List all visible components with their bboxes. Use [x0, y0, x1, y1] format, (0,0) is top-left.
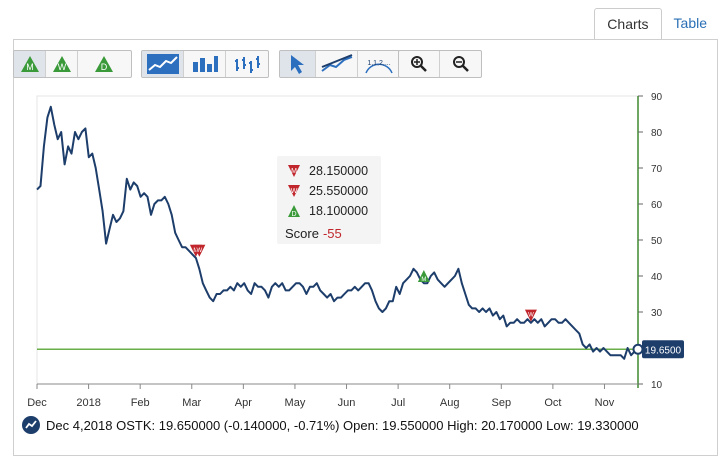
- x-tick-label: Sep: [492, 397, 512, 409]
- zoom-group: [398, 50, 482, 78]
- x-tick-label: Apr: [235, 397, 252, 409]
- y-tick-label: 50: [651, 236, 663, 247]
- tooltip-monthly-sell: M 28.150000: [287, 162, 368, 180]
- signal-weekly-sell-icon: [524, 309, 537, 322]
- score-label: Score: [285, 226, 319, 241]
- signal-letter: W: [528, 313, 534, 319]
- price-line: [36, 105, 639, 360]
- signal-weekly-sell-icon: [193, 244, 206, 257]
- score-value: -55: [322, 226, 342, 241]
- ohlc-chart-icon[interactable]: [226, 51, 268, 77]
- svg-text:W: W: [57, 62, 66, 72]
- signal-letter: M: [421, 277, 426, 283]
- x-tick-label: Jun: [338, 397, 356, 409]
- x-tick-label: Oct: [544, 397, 561, 409]
- svg-text:M: M: [26, 62, 34, 72]
- zoom-out-icon[interactable]: [440, 51, 481, 77]
- tab-charts[interactable]: Charts: [594, 8, 662, 40]
- svg-text:W: W: [291, 188, 298, 195]
- last-price-badge: [642, 340, 684, 359]
- x-tick-label: Nov: [595, 397, 615, 409]
- pointer-icon[interactable]: [280, 51, 316, 77]
- signal-tooltip: M 28.150000 W 25.550000 D 18.100000 Scor…: [277, 156, 381, 244]
- x-tick-label: 2018: [76, 397, 100, 409]
- tab-table[interactable]: Table: [673, 15, 707, 31]
- last-price-marker: [632, 343, 644, 355]
- view-tabs: Charts Table: [594, 8, 719, 40]
- y-tick-label: 80: [651, 128, 663, 139]
- chart-panel: [13, 39, 718, 456]
- x-tick-label: May: [285, 397, 306, 409]
- tooltip-daily-buy: D 18.100000: [287, 202, 368, 220]
- svg-text:D: D: [100, 62, 107, 72]
- tooltip-weekly-sell: W 25.550000: [287, 182, 368, 200]
- daily-buy-icon: D: [288, 205, 300, 218]
- monthly-sell-icon: M: [288, 165, 300, 177]
- x-tick-label: Mar: [182, 397, 201, 409]
- trendline-icon[interactable]: [316, 51, 358, 77]
- drawing-tools-group: 1,1,2,...: [279, 50, 400, 78]
- signal-monthly-buy-icon: [417, 270, 430, 282]
- quote-footer: Dec 4,2018 OSTK: 19.650000 (-0.140000, -…: [22, 414, 639, 436]
- signal-letter: M: [193, 248, 198, 254]
- price-chart[interactable]: 102030405060708090Dec2018FebMarAprMayJun…: [0, 0, 719, 410]
- weekly-signal-icon[interactable]: W: [46, 51, 78, 77]
- x-tick-label: Aug: [440, 397, 460, 409]
- x-tick-label: Dec: [27, 397, 47, 409]
- score: Score -55: [285, 226, 342, 241]
- svg-text:1,1,2,...: 1,1,2,...: [367, 60, 390, 67]
- y-tick-label: 10: [651, 380, 663, 391]
- tooltip-value: 28.150000: [309, 164, 369, 178]
- y-tick-label: 90: [651, 92, 663, 103]
- last-price-label: 19.6500: [645, 345, 682, 356]
- weekly-sell-icon: W: [288, 185, 300, 197]
- zoom-in-icon[interactable]: [399, 51, 440, 77]
- x-tick-label: Feb: [131, 397, 150, 409]
- y-tick-label: 30: [651, 308, 663, 319]
- tooltip-value: 18.100000: [309, 204, 369, 218]
- line-chart-icon[interactable]: [142, 51, 184, 77]
- chart-style-group: [141, 50, 269, 78]
- bar-chart-icon[interactable]: [184, 51, 226, 77]
- fibonacci-icon[interactable]: 1,1,2,...: [358, 51, 399, 77]
- svg-text:M: M: [291, 168, 297, 175]
- tooltip-value: 25.550000: [309, 184, 369, 198]
- y-tick-label: 70: [651, 164, 663, 175]
- quote-text: Dec 4,2018 OSTK: 19.650000 (-0.140000, -…: [46, 417, 639, 433]
- x-tick-label: Jul: [391, 397, 405, 409]
- daily-signal-icon[interactable]: D: [78, 51, 129, 77]
- monthly-signal-icon[interactable]: M: [14, 51, 46, 77]
- signal-frequency-group: M W D: [13, 50, 132, 78]
- y-tick-label: 60: [651, 200, 663, 211]
- quote-line-icon: [22, 416, 40, 434]
- signal-letter: W: [197, 248, 203, 254]
- svg-text:D: D: [291, 211, 296, 218]
- y-tick-label: 40: [651, 272, 663, 283]
